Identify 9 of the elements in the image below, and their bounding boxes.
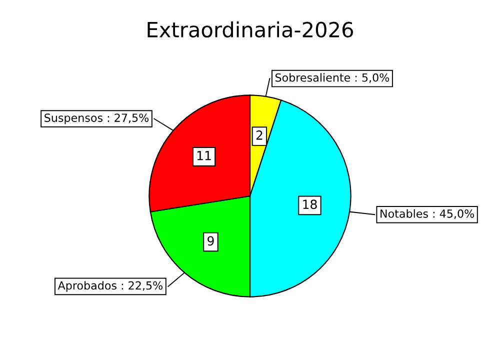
- slice-label: Sobresaliente : 5,0%: [275, 73, 390, 83]
- slice-label: Aprobados : 22,5%: [58, 281, 163, 292]
- data-label: 9: [208, 236, 214, 246]
- chart-title: Extraordinaria-2026: [148, 21, 353, 38]
- slice-label: Notables : 45,0%: [380, 209, 474, 219]
- data-label: 18: [303, 200, 317, 210]
- slice-label: Suspensos : 27,5%: [44, 114, 149, 124]
- data-label: 11: [197, 151, 211, 160]
- data-label: 2: [256, 130, 262, 140]
